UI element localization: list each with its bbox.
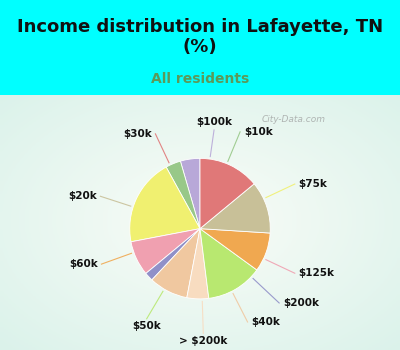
- Wedge shape: [146, 229, 200, 280]
- Text: $100k: $100k: [196, 118, 232, 127]
- Text: $40k: $40k: [251, 317, 280, 327]
- Wedge shape: [187, 229, 209, 299]
- Wedge shape: [166, 161, 200, 229]
- Text: > $200k: > $200k: [179, 336, 228, 346]
- Wedge shape: [200, 229, 270, 270]
- Wedge shape: [130, 167, 200, 242]
- Text: $75k: $75k: [299, 179, 328, 189]
- Text: $200k: $200k: [283, 298, 319, 308]
- Wedge shape: [200, 184, 270, 233]
- Text: $60k: $60k: [69, 259, 98, 269]
- Wedge shape: [200, 229, 257, 298]
- Text: $20k: $20k: [68, 191, 96, 201]
- Text: Income distribution in Lafayette, TN
(%): Income distribution in Lafayette, TN (%): [17, 18, 383, 56]
- Text: $30k: $30k: [123, 129, 152, 139]
- Text: City-Data.com: City-Data.com: [262, 115, 326, 124]
- Text: All residents: All residents: [151, 72, 249, 86]
- Wedge shape: [131, 229, 200, 273]
- Wedge shape: [180, 158, 200, 229]
- Text: $125k: $125k: [299, 268, 335, 278]
- Wedge shape: [152, 229, 200, 298]
- Text: $10k: $10k: [244, 127, 273, 137]
- Text: $50k: $50k: [132, 321, 161, 331]
- Wedge shape: [200, 158, 254, 229]
